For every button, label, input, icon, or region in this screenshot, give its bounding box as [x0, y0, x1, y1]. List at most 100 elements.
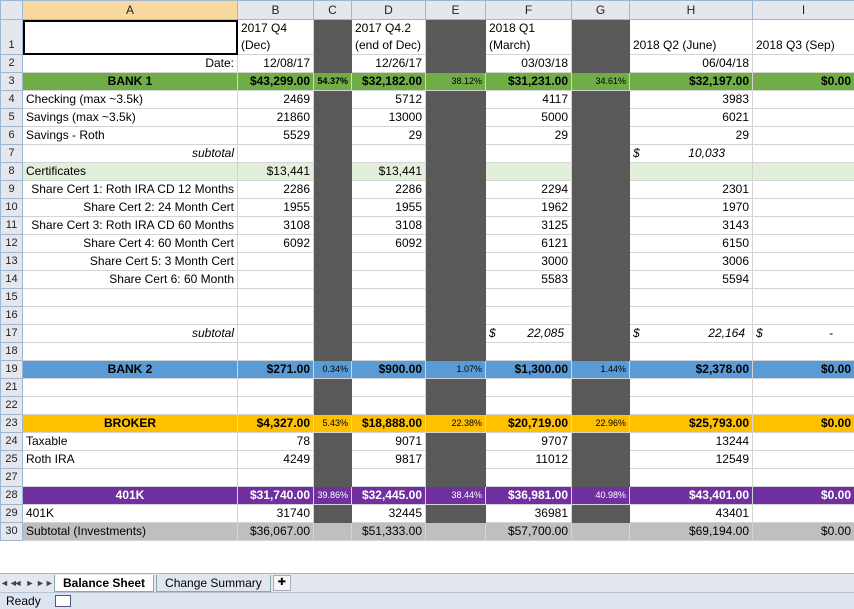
cell-c7[interactable] [314, 145, 352, 163]
cell-c4[interactable] [314, 91, 352, 109]
cell-a24[interactable]: Taxable [23, 433, 238, 451]
cell-b29[interactable]: 31740 [238, 505, 314, 523]
row-number[interactable]: 11 [1, 217, 23, 235]
cell-c9[interactable] [314, 181, 352, 199]
cell-d2[interactable]: 12/26/17 [352, 55, 426, 73]
cell-d9[interactable]: 2286 [352, 181, 426, 199]
cell-c8[interactable] [314, 163, 352, 181]
cell-b1[interactable]: 2017 Q4(Dec) [238, 20, 314, 55]
cell[interactable] [630, 307, 753, 325]
cell-i17[interactable]: $- [753, 325, 854, 343]
cell-i4[interactable] [753, 91, 854, 109]
cell-e5[interactable] [426, 109, 486, 127]
row-number[interactable]: 6 [1, 127, 23, 145]
cell-c5[interactable] [314, 109, 352, 127]
macro-record-icon[interactable] [55, 595, 71, 607]
cell-e4[interactable] [426, 91, 486, 109]
cell-b13[interactable] [238, 253, 314, 271]
cell-i2[interactable] [753, 55, 854, 73]
cell-a30[interactable]: Subtotal (Investments) [23, 523, 238, 541]
cell[interactable] [753, 379, 854, 397]
cell-a23[interactable]: BROKER [23, 415, 238, 433]
cell-g29[interactable] [572, 505, 630, 523]
cell-h2[interactable]: 06/04/18 [630, 55, 753, 73]
cell[interactable] [630, 397, 753, 415]
cell-b23[interactable]: $4,327.00 [238, 415, 314, 433]
cell-g2[interactable] [572, 55, 630, 73]
prev-sheet-button[interactable]: ◄ [12, 578, 24, 588]
cell[interactable] [314, 397, 352, 415]
cell-i7[interactable] [753, 145, 854, 163]
cell-i19[interactable]: $0.00 [753, 361, 854, 379]
row-number[interactable]: 10 [1, 199, 23, 217]
cell-a13[interactable]: Share Cert 5: 3 Month Cert [23, 253, 238, 271]
cell-i8[interactable] [753, 163, 854, 181]
cell-c6[interactable] [314, 127, 352, 145]
cell-f25[interactable]: 11012 [486, 451, 572, 469]
row-number[interactable]: 14 [1, 271, 23, 289]
cell[interactable] [630, 469, 753, 487]
cell[interactable] [352, 307, 426, 325]
cell[interactable] [426, 379, 486, 397]
cell-h13[interactable]: 3006 [630, 253, 753, 271]
cell-f30[interactable]: $57,700.00 [486, 523, 572, 541]
cell[interactable] [486, 307, 572, 325]
cell-i3[interactable]: $0.00 [753, 73, 854, 91]
cell-i13[interactable] [753, 253, 854, 271]
cell-e12[interactable] [426, 235, 486, 253]
cell-f14[interactable]: 5583 [486, 271, 572, 289]
cell-i28[interactable]: $0.00 [753, 487, 854, 505]
cell-d11[interactable]: 3108 [352, 217, 426, 235]
cell-c19[interactable]: 0.34% [314, 361, 352, 379]
cell[interactable] [23, 343, 238, 361]
cell-d4[interactable]: 5712 [352, 91, 426, 109]
cell-f12[interactable]: 6121 [486, 235, 572, 253]
cell-h7[interactable]: $10,033 [630, 145, 753, 163]
row-number[interactable]: 28 [1, 487, 23, 505]
cell-f1[interactable]: 2018 Q1(March) [486, 20, 572, 55]
cell-f9[interactable]: 2294 [486, 181, 572, 199]
cell-c1[interactable] [314, 20, 352, 55]
cell-g25[interactable] [572, 451, 630, 469]
cell-a5[interactable]: Savings (max ~3.5k) [23, 109, 238, 127]
cell-h4[interactable]: 3983 [630, 91, 753, 109]
cell[interactable] [572, 289, 630, 307]
row-number[interactable]: 5 [1, 109, 23, 127]
cell-f17[interactable]: $22,085 [486, 325, 572, 343]
cell-e13[interactable] [426, 253, 486, 271]
select-all-corner[interactable] [1, 1, 23, 20]
row-number[interactable]: 21 [1, 379, 23, 397]
cell[interactable] [352, 343, 426, 361]
cell-f24[interactable]: 9707 [486, 433, 572, 451]
cell-h25[interactable]: 12549 [630, 451, 753, 469]
cell[interactable] [314, 307, 352, 325]
cell[interactable] [23, 307, 238, 325]
cell[interactable] [238, 289, 314, 307]
cell-a25[interactable]: Roth IRA [23, 451, 238, 469]
cell[interactable] [238, 379, 314, 397]
cell-f11[interactable]: 3125 [486, 217, 572, 235]
cell-d30[interactable]: $51,333.00 [352, 523, 426, 541]
row-number[interactable]: 16 [1, 307, 23, 325]
cell-c24[interactable] [314, 433, 352, 451]
cell[interactable] [426, 343, 486, 361]
cell-b28[interactable]: $31,740.00 [238, 487, 314, 505]
cell-d29[interactable]: 32445 [352, 505, 426, 523]
cell-i30[interactable]: $0.00 [753, 523, 854, 541]
cell[interactable] [486, 379, 572, 397]
row-number[interactable]: 1 [1, 20, 23, 55]
cell-d1[interactable]: 2017 Q4.2(end of Dec) [352, 20, 426, 55]
cell-g30[interactable] [572, 523, 630, 541]
cell-d14[interactable] [352, 271, 426, 289]
cell-h14[interactable]: 5594 [630, 271, 753, 289]
cell-e3[interactable]: 38.12% [426, 73, 486, 91]
cell[interactable] [352, 469, 426, 487]
cell-b19[interactable]: $271.00 [238, 361, 314, 379]
column-header-i[interactable]: I [753, 1, 854, 20]
column-header-g[interactable]: G [572, 1, 630, 20]
cell-b25[interactable]: 4249 [238, 451, 314, 469]
cell-d6[interactable]: 29 [352, 127, 426, 145]
cell[interactable] [486, 397, 572, 415]
cell-e11[interactable] [426, 217, 486, 235]
cell-f3[interactable]: $31,231.00 [486, 73, 572, 91]
